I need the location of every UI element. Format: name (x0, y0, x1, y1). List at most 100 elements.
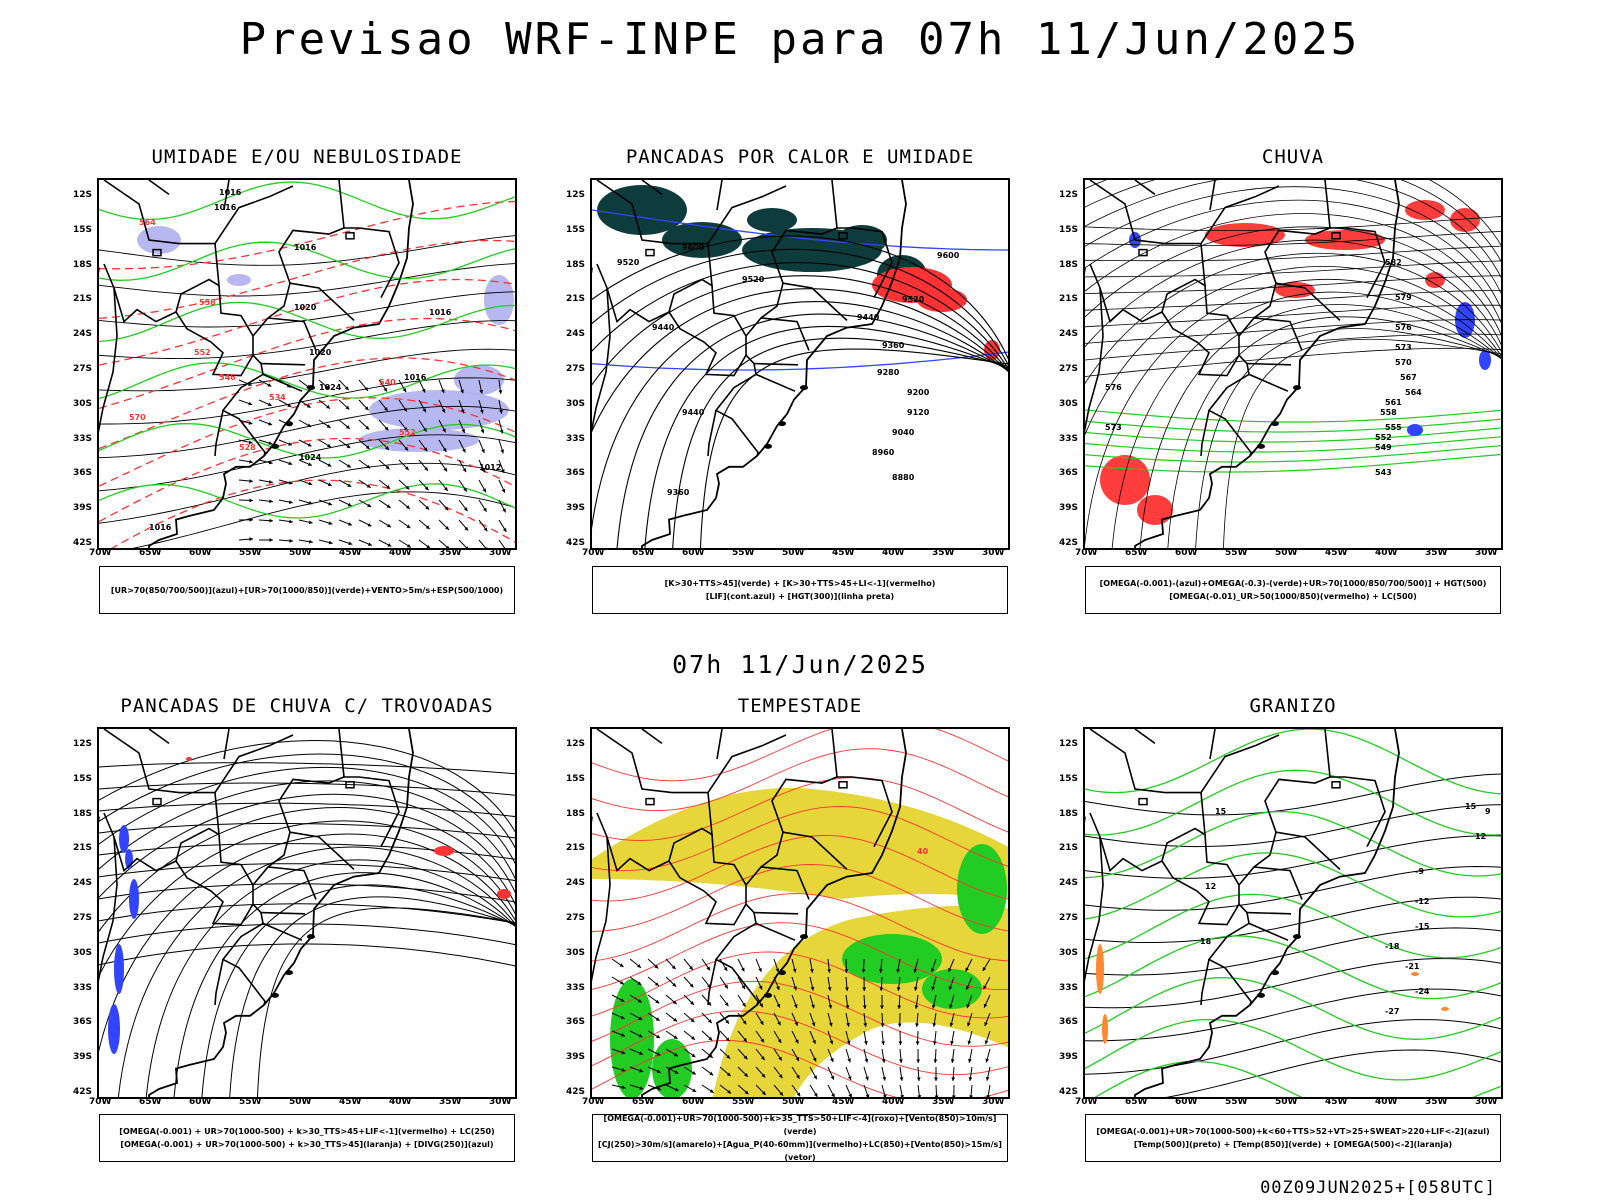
contour-label: 549 (1375, 443, 1392, 452)
contour-label: 8880 (892, 473, 915, 482)
lon-label: 50W (1275, 1097, 1298, 1107)
lon-label: 30W (489, 1097, 512, 1107)
panel-title-tempestade: TEMPESTADE (737, 695, 863, 717)
lat-label: 33S (1059, 982, 1079, 993)
lon-label: 30W (1475, 1097, 1498, 1107)
contour-label: 1024 (319, 383, 342, 392)
lat-label: 33S (73, 982, 93, 993)
footer-run-time: 00Z09JUN2025+[058UTC] (1260, 1178, 1496, 1198)
map-chuva: 582 579 576 573 570 567 564 561 558 555 552 549 543 5… (1083, 178, 1503, 550)
lon-label: 70W (582, 548, 605, 558)
lat-label: 24S (1059, 878, 1079, 889)
contour-label: 15 (1465, 802, 1477, 811)
lon-label: 30W (982, 548, 1005, 558)
lat-label: 15S (566, 224, 586, 235)
contour-label: 570 (129, 413, 146, 422)
lon-label: 40W (1375, 1097, 1398, 1107)
contour-label: 9440 (682, 408, 705, 417)
legend-line: [OMEGA(-0.001)+UR>70(1000-500)+k<60+TTS>… (1096, 1127, 1490, 1136)
lat-label: 36S (1059, 468, 1079, 479)
lon-label: 45W (832, 548, 855, 558)
contour-label: 558 (1380, 408, 1397, 417)
lat-label: 36S (566, 1017, 586, 1028)
contour-label: 558 (199, 298, 216, 307)
legend-tempestade: [OMEGA(-0.001)+UR>70(1000-500)+k>35_TTS>… (592, 1114, 1008, 1162)
map-canvas-umidade-e-ou-nebulosidade: 1016 1016 1016 1020 1020 1024 1024 1016 1016 1012… (99, 180, 515, 548)
contour-label: 564 (1405, 388, 1422, 397)
lon-label: 35W (932, 548, 955, 558)
lat-label: 27S (73, 364, 93, 374)
contour-label: 9520 (742, 275, 765, 284)
map-granizo: -9 -12 -15 -18 -21 -24 -27 15 12 18 15 12 9 (1083, 727, 1503, 1099)
lat-label: 21S (566, 843, 586, 854)
lat-label: 36S (1059, 1017, 1079, 1028)
lat-label: 21S (1059, 843, 1079, 854)
legend-line: [LIF](cont.azul) + [HGT(300)](linha pret… (705, 592, 895, 601)
contour-label: 561 (1385, 398, 1402, 407)
contour-label: 9440 (652, 323, 675, 332)
contour-label: 9440 (857, 313, 880, 322)
legend-line: [OMEGA(-0.001)-(azul)+OMEGA(-0.3)-(verde… (1099, 579, 1487, 588)
lat-label: 30S (566, 947, 586, 958)
map-canvas-pancadas-por-calor-e-umidade: 9600 9520 9520 9600 9520 9440 9440 9360 9280 9200… (592, 180, 1008, 548)
lat-label: 39S (1059, 1052, 1079, 1063)
lon-label: 50W (782, 1097, 805, 1107)
lat-label: 12S (1059, 739, 1079, 749)
lon-label: 40W (389, 1097, 412, 1107)
lat-label: 24S (73, 329, 93, 340)
lon-label: 60W (682, 548, 705, 558)
contour-label: 9520 (902, 295, 925, 304)
contour-label: 9200 (907, 388, 930, 397)
lon-label: 65W (1125, 1097, 1148, 1107)
lat-label: 21S (1059, 294, 1079, 305)
contour-label: 40 (917, 847, 929, 856)
contour-label: 9600 (937, 251, 960, 260)
contour-label: 9280 (877, 368, 900, 377)
lon-label: 60W (1175, 1097, 1198, 1107)
lon-label: 35W (1425, 1097, 1448, 1107)
legend-line: [CJ(250)>30m/s](amarelo)+[Agua_P(40-60mm… (598, 1140, 1002, 1162)
lat-label: 27S (1059, 913, 1079, 923)
lat-label: 27S (1059, 364, 1079, 374)
contour-label: 15 (1215, 807, 1227, 816)
lon-label: 35W (439, 548, 462, 558)
lat-label: 18S (73, 259, 93, 270)
lat-label: 15S (1059, 773, 1079, 784)
contour-label: 576 (1395, 323, 1412, 332)
lon-label: 40W (882, 548, 905, 558)
mid-title: 07h 11/Jun/2025 (672, 650, 928, 679)
legend-granizo: [OMEGA(-0.001)+UR>70(1000-500)+k<60+TTS>… (1085, 1114, 1501, 1162)
lat-label: 42S (73, 538, 93, 548)
contour-label: -27 (1385, 1007, 1399, 1016)
contour-label: 540 (379, 378, 396, 387)
map-tempestade: 40 (590, 727, 1010, 1099)
lon-label: 70W (89, 548, 112, 558)
contour-label: 573 (1105, 423, 1122, 432)
lon-label: 70W (582, 1097, 605, 1107)
lon-label: 70W (1075, 1097, 1098, 1107)
legend-line: [OMEGA(-0.001) + UR>70(1000-500) + k>30_… (119, 1127, 495, 1136)
lat-label: 18S (73, 808, 93, 819)
lon-label: 65W (139, 548, 162, 558)
lon-label: 55W (239, 1097, 262, 1107)
panel-title-pancadas-por-calor-e-umidade: PANCADAS POR CALOR E UMIDADE (625, 146, 975, 168)
lon-label: 60W (189, 1097, 212, 1107)
lat-label: 24S (1059, 329, 1079, 340)
lat-label: 27S (73, 913, 93, 923)
lat-label: 27S (566, 913, 586, 923)
contour-label: 552 (194, 348, 211, 357)
contour-label: 1016 (429, 308, 452, 317)
lat-label: 18S (1059, 808, 1079, 819)
map-pancadas-por-calor-e-umidade: 9600 9520 9520 9600 9520 9440 9440 9360 9280 9200… (590, 178, 1010, 550)
lat-label: 21S (566, 294, 586, 305)
contour-label: 546 (219, 373, 236, 382)
legend-line: [K>30+TTS>45](verde) + [K>30+TTS>45+LI<-… (664, 579, 936, 588)
lon-label: 65W (1125, 548, 1148, 558)
lat-label: 39S (566, 1052, 586, 1063)
contour-label: 543 (1375, 468, 1392, 477)
contour-label: 9600 (682, 243, 705, 252)
panel-title-pancadas-de-chuva-c-trovoadas: PANCADAS DE CHUVA C/ TROVOADAS (120, 695, 494, 717)
map-canvas-tempestade: 40 (592, 729, 1008, 1097)
contour-label: 534 (269, 393, 286, 402)
